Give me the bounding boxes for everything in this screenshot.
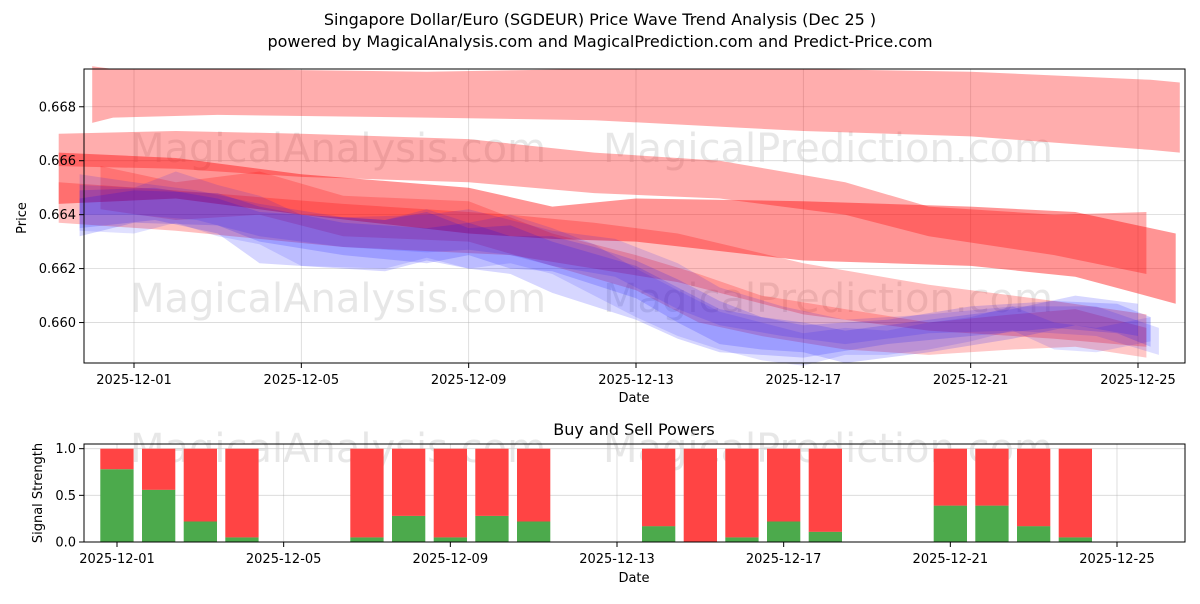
buy-bar <box>517 521 551 542</box>
buy-sell-y-ticks: 0.0 0.5 1.0 <box>55 442 84 551</box>
sell-bar <box>142 448 176 490</box>
buy-bar <box>100 469 134 542</box>
price-band-blue-6 <box>79 190 1139 363</box>
sell-bar <box>683 448 717 542</box>
buy-sell-y-tick-label: 0.0 <box>55 536 76 551</box>
price-x-tick-label: 2025-12-01 <box>96 373 172 388</box>
buy-sell-title: Buy and Sell Powers <box>553 420 715 439</box>
buy-sell-chart: Buy and Sell Powers MagicalAnalysis.com … <box>31 420 1186 586</box>
buy-sell-x-tick-label: 2025-12-01 <box>79 552 155 567</box>
price-band-red-3 <box>58 182 1147 347</box>
buy-bar <box>1017 526 1051 542</box>
price-wave-chart: MagicalAnalysis.com MagicalPrediction.co… <box>15 66 1186 406</box>
buy-sell-y-label: Signal Strength <box>31 443 46 543</box>
price-band-red-4 <box>100 166 1147 358</box>
sell-bar <box>1017 448 1051 527</box>
sell-bar <box>475 448 509 516</box>
buy-sell-y-tick-label: 1.0 <box>55 442 76 457</box>
figure-subtitle: powered by MagicalAnalysis.com and Magic… <box>267 32 932 51</box>
price-plot-area <box>84 69 1185 363</box>
price-y-tick-label: 0.666 <box>39 154 76 169</box>
buy-sell-x-ticks: 2025-12-01 2025-12-05 2025-12-09 2025-12-13… <box>79 542 1155 567</box>
buy-bar <box>392 515 426 542</box>
buy-bar <box>475 515 509 542</box>
price-y-tick-label: 0.660 <box>39 316 76 331</box>
buy-sell-x-tick-label: 2025-12-09 <box>413 552 489 567</box>
price-x-tick-label: 2025-12-13 <box>598 373 674 388</box>
buy-bar <box>975 505 1009 542</box>
buy-bar <box>725 537 759 542</box>
buy-bar <box>933 505 967 542</box>
buy-sell-x-tick-label: 2025-12-25 <box>1079 552 1155 567</box>
buy-sell-x-label: Date <box>618 571 649 586</box>
sell-bar <box>933 448 967 506</box>
buy-bar <box>225 537 259 542</box>
buy-bar <box>1058 537 1092 542</box>
sell-bar <box>350 448 384 538</box>
sell-bar <box>100 448 134 470</box>
sell-bar <box>725 448 759 538</box>
buy-bar <box>808 531 842 542</box>
buy-sell-x-tick-label: 2025-12-17 <box>746 552 822 567</box>
sell-bar <box>975 448 1009 506</box>
price-x-tick-label: 2025-12-25 <box>1100 373 1176 388</box>
buy-bar <box>767 521 801 542</box>
price-x-label: Date <box>618 391 649 406</box>
price-bands <box>58 66 1180 366</box>
sell-bar <box>392 448 426 516</box>
buy-bar <box>183 521 217 542</box>
sell-bar <box>517 448 551 522</box>
buy-bar <box>350 537 384 542</box>
watermark-prediction: MagicalPrediction.com <box>603 126 1053 172</box>
buy-bar <box>433 537 467 542</box>
watermark-prediction: MagicalPrediction.com <box>603 276 1053 322</box>
price-y-tick-label: 0.664 <box>39 208 76 223</box>
sell-bar <box>808 448 842 532</box>
price-x-ticks: 2025-12-01 2025-12-05 2025-12-09 2025-12-13… <box>96 363 1176 388</box>
sell-bar <box>1058 448 1092 538</box>
sell-bar <box>767 448 801 522</box>
buy-sell-x-tick-label: 2025-12-05 <box>246 552 322 567</box>
price-band-blue-5 <box>79 187 1151 358</box>
buy-sell-y-tick-label: 0.5 <box>55 489 76 504</box>
figure-title: Singapore Dollar/Euro (SGDEUR) Price Wav… <box>324 10 876 29</box>
price-band-red-2 <box>58 152 1176 304</box>
price-watermarks: MagicalAnalysis.com MagicalPrediction.co… <box>130 126 1053 322</box>
price-plot-frame <box>83 68 1186 364</box>
price-y-ticks: 0.660 0.662 0.664 0.666 0.668 <box>39 100 84 331</box>
buy-sell-x-tick-label: 2025-12-21 <box>913 552 989 567</box>
buy-sell-plot-frame <box>83 443 1186 543</box>
price-grid <box>84 69 1185 363</box>
watermark-analysis: MagicalAnalysis.com <box>130 276 546 322</box>
price-y-tick-label: 0.662 <box>39 262 76 277</box>
sell-bar <box>183 448 217 522</box>
price-y-label: Price <box>15 202 30 234</box>
sell-bar <box>433 448 467 538</box>
price-x-tick-label: 2025-12-09 <box>431 373 507 388</box>
price-x-tick-label: 2025-12-05 <box>264 373 340 388</box>
price-band-red-1 <box>58 131 1147 274</box>
price-band-red-0 <box>92 66 1180 153</box>
buy-bar <box>142 489 176 542</box>
price-x-tick-label: 2025-12-21 <box>933 373 1009 388</box>
buy-bar <box>642 526 676 542</box>
price-x-tick-label: 2025-12-17 <box>766 373 842 388</box>
sell-bar <box>225 448 259 538</box>
price-band-blue-8 <box>79 171 1151 366</box>
buy-sell-bars <box>100 448 1092 542</box>
sell-bar <box>642 448 676 527</box>
price-band-blue-7 <box>79 174 1159 355</box>
buy-sell-x-tick-label: 2025-12-13 <box>579 552 655 567</box>
watermark-analysis: MagicalAnalysis.com <box>130 126 546 172</box>
price-y-tick-label: 0.668 <box>39 100 76 115</box>
